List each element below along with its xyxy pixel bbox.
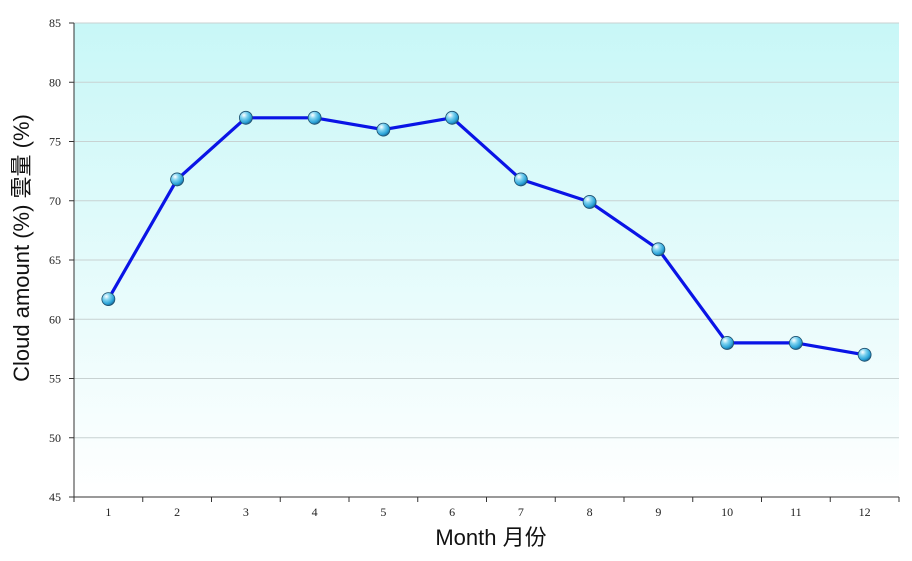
x-tick-label: 9 bbox=[655, 505, 661, 519]
grid-lines bbox=[74, 22, 899, 439]
data-point-markers bbox=[101, 110, 872, 362]
x-tick-label: 6 bbox=[449, 505, 455, 519]
x-tick-label: 12 bbox=[859, 505, 871, 519]
data-point bbox=[238, 110, 253, 125]
data-point bbox=[170, 172, 185, 187]
data-point bbox=[857, 347, 872, 362]
x-tick-label: 5 bbox=[380, 505, 386, 519]
x-axis-title: Month 月份 bbox=[435, 525, 546, 550]
data-point bbox=[101, 292, 116, 307]
x-tick-label: 7 bbox=[518, 505, 524, 519]
y-axis-ticks: 45 50 55 60 65 70 75 80 85 bbox=[49, 16, 74, 504]
y-tick-label: 85 bbox=[49, 16, 61, 30]
y-axis-title: Cloud amount (%) 雲量 (%) bbox=[9, 114, 34, 382]
x-tick-label: 10 bbox=[721, 505, 733, 519]
x-tick-label: 4 bbox=[312, 505, 318, 519]
data-point bbox=[307, 110, 322, 125]
data-point bbox=[376, 122, 391, 137]
data-point bbox=[788, 336, 803, 350]
data-point bbox=[582, 195, 597, 209]
data-point bbox=[720, 336, 735, 350]
y-tick-label: 75 bbox=[49, 135, 61, 149]
data-point bbox=[513, 172, 528, 187]
x-axis-ticks: 1 2 3 4 5 6 7 8 9 10 11 12 bbox=[73, 497, 900, 519]
y-tick-label: 50 bbox=[49, 431, 61, 445]
y-tick-label: 65 bbox=[49, 253, 61, 267]
y-tick-label: 55 bbox=[49, 372, 61, 386]
y-tick-label: 60 bbox=[49, 312, 61, 326]
x-tick-label: 2 bbox=[174, 505, 180, 519]
data-point bbox=[651, 242, 666, 257]
data-point bbox=[445, 110, 460, 125]
x-tick-label: 8 bbox=[587, 505, 593, 519]
x-tick-label: 1 bbox=[105, 505, 111, 519]
y-tick-label: 45 bbox=[49, 490, 61, 504]
y-tick-label: 70 bbox=[49, 194, 61, 208]
y-tick-label: 80 bbox=[49, 75, 61, 89]
series-line bbox=[107, 116, 865, 357]
x-tick-label: 3 bbox=[243, 505, 249, 519]
series-line-group bbox=[107, 116, 865, 357]
x-tick-label: 11 bbox=[790, 505, 802, 519]
